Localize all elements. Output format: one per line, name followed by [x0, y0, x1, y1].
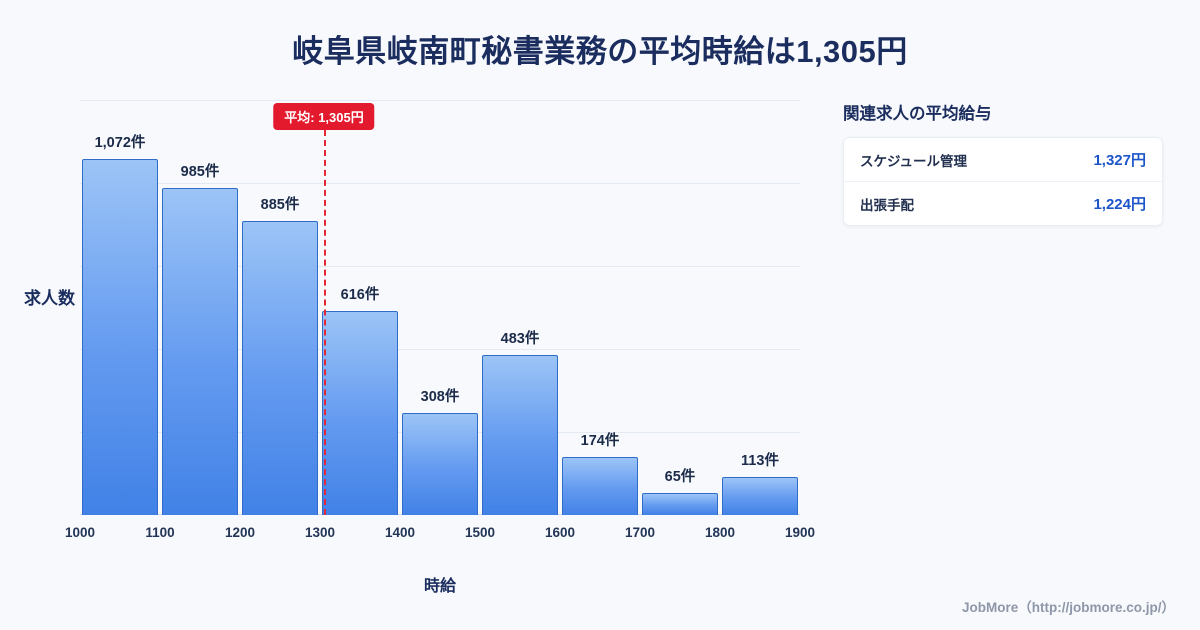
histogram-bar	[642, 493, 718, 515]
salary-row-label: 出張手配	[860, 197, 914, 213]
histogram-bar	[562, 457, 638, 515]
bar-value-label: 113件	[741, 453, 779, 470]
mean-line	[324, 130, 326, 515]
histogram-bar	[722, 477, 798, 515]
x-axis-label: 時給	[423, 578, 456, 595]
bar-value-label: 985件	[180, 163, 220, 180]
salary-row-label: スケジュール管理	[860, 153, 968, 169]
x-tick-label: 1300	[304, 525, 336, 540]
footer-credit: JobMore（http://jobmore.co.jp/）	[962, 600, 1175, 615]
bar-value-label: 174件	[580, 433, 620, 450]
gridline	[80, 349, 800, 350]
x-tick-label: 1700	[624, 525, 656, 540]
side-panel-heading: 関連求人の平均給与	[843, 105, 992, 123]
salary-row: スケジュール管理 1,327円	[844, 138, 1162, 181]
bar-value-label: 1,072件	[94, 135, 146, 152]
histogram-bar	[82, 159, 158, 515]
histogram-bar	[242, 221, 318, 515]
x-tick-label: 1100	[145, 525, 175, 540]
bar-value-label: 885件	[260, 197, 300, 214]
histogram-bar	[162, 187, 238, 515]
gridline	[80, 183, 800, 184]
x-tick-label: 1000	[64, 525, 96, 540]
x-tick-label: 1900	[784, 525, 816, 540]
salary-row-value: 1,224円	[1093, 196, 1146, 213]
salary-row-value: 1,327円	[1093, 152, 1146, 169]
histogram-bar	[482, 354, 558, 515]
plot-area: 1,072件 985件 885件 616件 308件 483件 174件 65件 113件 100…	[65, 100, 815, 540]
x-tick-label: 1600	[544, 525, 576, 540]
histogram-bar	[402, 412, 478, 515]
salary-card: スケジュール管理 1,327円出張手配 1,224円	[843, 137, 1163, 226]
chart-title: 岐阜県岐南町秘書業務の平均時給は1,305円	[292, 34, 908, 69]
x-tick-label: 1800	[704, 525, 736, 540]
x-tick-label: 1200	[224, 525, 256, 540]
bar-value-label: 308件	[420, 388, 460, 405]
x-tick-label: 1500	[464, 525, 496, 540]
salary-row: 出張手配 1,224円	[844, 181, 1162, 225]
bar-value-label: 483件	[500, 330, 540, 347]
bar-value-label: 65件	[664, 469, 696, 486]
mean-badge: 平均: 1,305円	[273, 103, 375, 130]
gridline	[80, 266, 800, 267]
x-tick-label: 1400	[384, 525, 416, 540]
gridline	[80, 100, 800, 101]
y-axis-label: 求人数	[24, 289, 75, 308]
histogram-bar	[322, 310, 398, 515]
bar-value-label: 616件	[340, 286, 380, 303]
